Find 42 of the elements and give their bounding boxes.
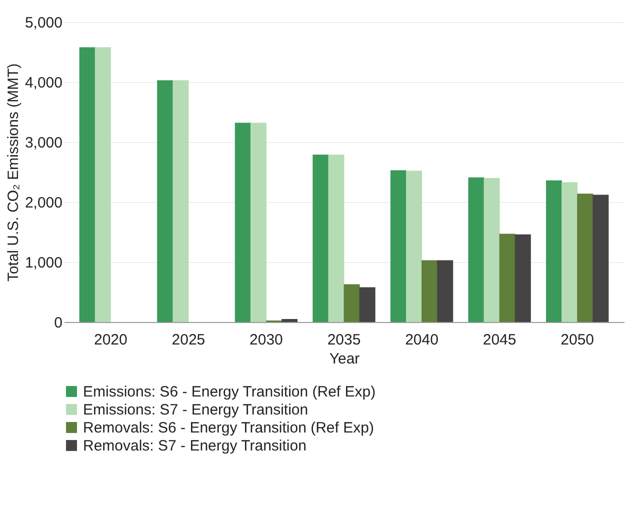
bar [79,47,96,322]
legend-label: Emissions: S7 - Energy Transition [83,402,308,418]
bar [562,182,578,322]
x-tick-label: 2035 [327,332,361,348]
x-tick-label: 2030 [250,332,283,348]
bar [592,194,609,322]
x-tick-label: 2045 [482,332,516,348]
bar [406,170,422,322]
x-tick-label: 2025 [172,332,206,348]
legend-label: Removals: S6 - Energy Transition (Ref Exp) [83,420,374,436]
bar [328,154,344,322]
bar [359,287,376,322]
x-tick-label: 2050 [560,332,594,348]
y-tick-label: 4,000 [24,74,62,92]
bar [390,170,406,322]
bar [344,284,360,322]
bar [282,319,298,322]
bar [94,47,111,322]
x-tick-label: 2020 [94,332,128,348]
y-tick-label: 5,000 [24,14,62,32]
bar [514,234,531,322]
bar [499,234,516,322]
bar [157,80,174,322]
bar [437,260,454,322]
bar [312,154,329,322]
y-axis-title: Total U.S. CO₂ Emissions (MMT) [4,63,22,282]
y-tick-label: 0 [54,314,62,332]
x-tick-label: 2040 [405,332,438,348]
y-tick-label: 2,000 [24,194,62,212]
bar [422,260,438,322]
bar [546,180,562,322]
legend-label: Removals: S7 - Energy Transition [83,438,306,454]
bar [468,177,484,322]
bar [577,194,594,322]
x-axis-title: Year [329,350,360,368]
y-tick-label: 1,000 [24,254,62,272]
bar [234,122,251,322]
bar [484,178,500,322]
legend-label: Emissions: S6 - Energy Transition (Ref Exp) [83,384,376,400]
bar [250,122,266,322]
bar [172,80,189,322]
y-tick-label: 3,000 [24,134,62,152]
